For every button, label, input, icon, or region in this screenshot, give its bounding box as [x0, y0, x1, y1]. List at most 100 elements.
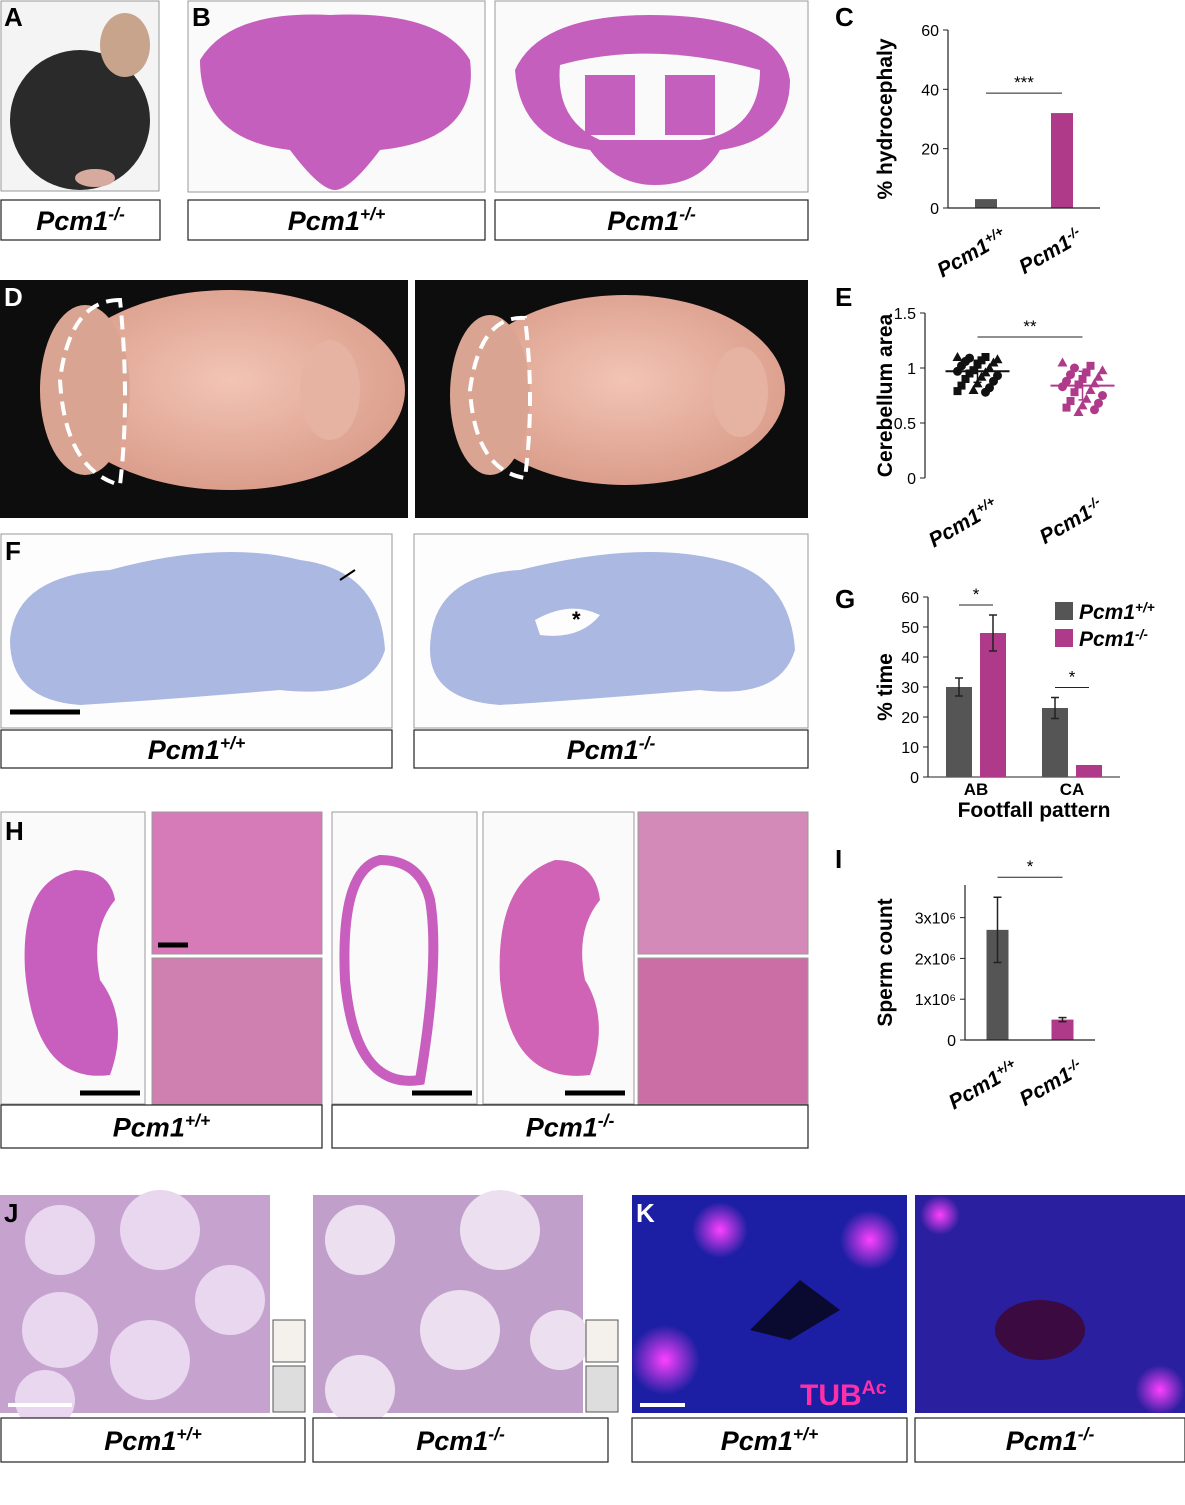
point	[1070, 363, 1079, 373]
point	[988, 357, 999, 367]
significance-label: *	[1069, 668, 1076, 687]
y-tick-label: 50	[901, 620, 919, 637]
panel-letter: J	[4, 1198, 18, 1228]
x-tick-label: CA	[1060, 780, 1085, 799]
y-tick-label: 3x10⁶	[915, 911, 956, 928]
point	[952, 352, 963, 361]
bar	[1051, 113, 1073, 208]
label-box	[0, 199, 161, 241]
point	[1086, 361, 1095, 370]
label-box	[331, 1104, 809, 1149]
panel-letter: C	[835, 2, 854, 32]
panel-letter: B	[192, 2, 211, 32]
y-tick-label: 20	[901, 710, 919, 727]
legend-swatch	[1055, 629, 1073, 647]
y-tick-label: 0.5	[894, 416, 916, 433]
point	[981, 387, 990, 397]
bar	[1076, 765, 1102, 777]
y-tick-label: 40	[921, 82, 939, 99]
y-tick-label: 60	[901, 590, 919, 607]
point	[1062, 403, 1071, 412]
label-box	[914, 1417, 1185, 1463]
genotype-label: Pcm1+/+	[148, 733, 245, 765]
point	[1070, 388, 1079, 397]
bar	[986, 929, 1009, 1040]
point	[1066, 397, 1075, 405]
point	[957, 381, 966, 390]
y-tick-label: 60	[921, 23, 939, 40]
label-box	[187, 199, 486, 241]
legend-swatch	[1055, 602, 1073, 620]
panel-letter: E	[835, 282, 852, 312]
point	[1085, 385, 1096, 394]
images	[0, 0, 1185, 1430]
x-axis-label: Footfall pattern	[958, 799, 1111, 822]
y-tick-label: 40	[901, 650, 919, 667]
point	[976, 371, 987, 381]
bar	[1051, 1019, 1074, 1040]
y-tick-label: 1	[907, 361, 916, 378]
y-tick-label: 0	[910, 770, 919, 787]
legend-label: Pcm1-/-	[1079, 627, 1148, 652]
point	[1094, 398, 1103, 408]
label-box	[0, 729, 393, 769]
x-tick-label: Pcm1-/-	[1015, 223, 1087, 279]
point	[1058, 382, 1067, 392]
y-tick-label: 10	[901, 740, 919, 757]
y-tick-label: 30	[901, 680, 919, 697]
y-axis-label: % time	[874, 653, 897, 721]
genotype-label: Pcm1-/-	[567, 733, 656, 765]
genotype-label: Pcm1+/+	[104, 1424, 201, 1456]
point	[968, 385, 979, 394]
y-tick-label: 2x10⁶	[915, 951, 956, 968]
bar	[980, 633, 1006, 777]
y-tick-label: 1x10⁶	[915, 992, 956, 1009]
panel-letter: F	[5, 536, 21, 566]
y-axis-label: Cerebellum area	[874, 313, 897, 477]
y-tick-label: 0	[907, 471, 916, 488]
x-tick-label: Pcm1+/+	[933, 223, 1011, 282]
label-box	[0, 1417, 306, 1463]
y-tick-label: 0	[930, 201, 939, 218]
point	[1090, 405, 1099, 415]
marker: *	[572, 607, 581, 632]
panel-letter: G	[835, 584, 855, 614]
significance-label: *	[1027, 857, 1034, 876]
point	[961, 375, 970, 383]
x-tick-label: Pcm1-/-	[1035, 493, 1107, 549]
genotype-label: Pcm1-/-	[36, 204, 125, 236]
x-tick-label: Pcm1-/-	[1015, 1055, 1087, 1111]
panel-letter: A	[4, 2, 23, 32]
x-tick-label: Pcm1+/+	[924, 493, 1002, 552]
x-tick-label: Pcm1+/+	[944, 1055, 1022, 1114]
point	[1077, 400, 1088, 410]
genotype-label: Pcm1-/-	[607, 204, 696, 236]
label-box	[0, 1104, 323, 1149]
genotype-label: Pcm1-/-	[1006, 1424, 1095, 1456]
y-axis-label: Sperm count	[874, 898, 897, 1026]
point	[989, 376, 998, 386]
bar	[975, 199, 997, 208]
panel-letter: I	[835, 844, 842, 874]
stain-label: TUBAc	[800, 1377, 887, 1412]
label-box	[413, 729, 809, 769]
significance-label: *	[973, 585, 980, 604]
y-tick-label: 20	[921, 142, 939, 159]
bar	[946, 687, 972, 777]
point	[953, 387, 962, 396]
labels: A B C D E F G H I J K * TUBAc	[4, 2, 887, 1412]
x-tick-label: AB	[964, 780, 989, 799]
point	[1098, 391, 1107, 400]
significance-label: ***	[1014, 73, 1034, 92]
point	[1082, 368, 1091, 377]
genotype-label: Pcm1-/-	[416, 1424, 505, 1456]
point	[984, 363, 995, 372]
y-tick-label: 0	[947, 1033, 956, 1050]
label-box	[631, 1417, 908, 1463]
point	[1097, 365, 1108, 375]
genotype-label: Pcm1+/+	[288, 204, 385, 236]
panel-letter: K	[636, 1198, 655, 1228]
significance-label: **	[1023, 317, 1037, 336]
label-box	[312, 1417, 609, 1463]
